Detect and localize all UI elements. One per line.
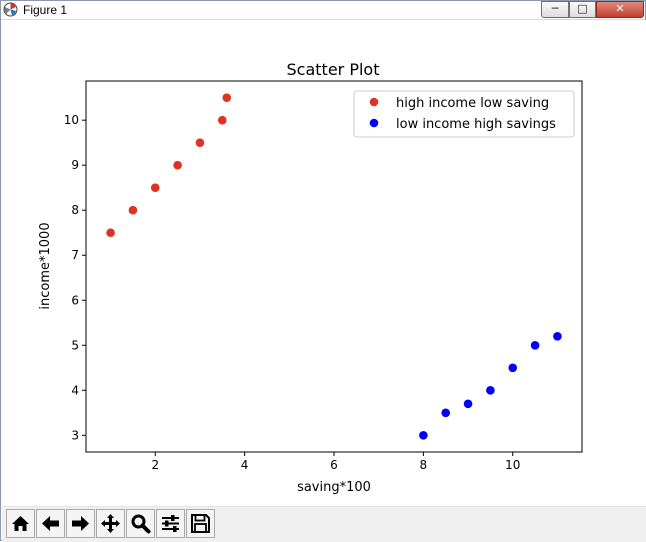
y-tick-label: 5 xyxy=(71,338,79,352)
legend: high income low saving low income high sa… xyxy=(353,90,575,138)
data-point xyxy=(463,399,473,409)
chart-title: Scatter Plot xyxy=(287,60,380,79)
data-point xyxy=(128,205,138,215)
data-point xyxy=(419,431,428,440)
move-icon xyxy=(101,514,120,533)
y-tick-label: 3 xyxy=(71,428,79,442)
data-point xyxy=(553,331,562,341)
magnifier-icon xyxy=(131,514,151,534)
legend-box xyxy=(353,90,575,138)
maximize-button[interactable]: □ xyxy=(569,1,596,18)
y-tick-label: 8 xyxy=(71,203,79,217)
x-tick-label: 8 xyxy=(420,458,428,472)
data-point xyxy=(486,386,495,395)
window-title: Figure 1 xyxy=(23,3,68,17)
data-point xyxy=(530,340,540,350)
arrow-right-icon xyxy=(72,516,89,531)
navigation-toolbar xyxy=(2,506,646,542)
y-tick-label: 4 xyxy=(71,383,79,397)
y-axis: 3 4 5 6 7 8 9 10 xyxy=(64,113,86,442)
y-tick-label: 9 xyxy=(71,158,79,172)
x-tick-label: 4 xyxy=(241,458,249,472)
data-point xyxy=(173,160,182,170)
configure-subplots-button[interactable] xyxy=(156,509,185,538)
legend-marker xyxy=(369,97,379,107)
y-tick-label: 6 xyxy=(71,293,79,307)
title-bar[interactable]: Figure 1 ─ □ ✕ xyxy=(1,1,645,20)
matplotlib-icon xyxy=(3,2,18,17)
home-button[interactable] xyxy=(6,509,35,538)
close-button[interactable]: ✕ xyxy=(596,1,644,18)
data-point xyxy=(150,183,160,193)
data-point xyxy=(222,93,232,102)
arrow-left-icon xyxy=(42,516,59,531)
scatter-chart: Scatter Plot 2 4 6 8 10 3 4 5 6 7 8 9 10 saving*100… xyxy=(38,60,583,495)
pan-button[interactable] xyxy=(96,509,125,538)
data-point xyxy=(106,228,115,238)
x-tick-label: 10 xyxy=(505,458,520,472)
plot-area xyxy=(85,80,583,453)
y-tick-label: 10 xyxy=(64,113,79,127)
legend-label: high income low saving xyxy=(396,96,549,111)
y-tick-label: 7 xyxy=(71,248,79,262)
data-point xyxy=(441,408,451,418)
minimize-button[interactable]: ─ xyxy=(541,1,569,18)
legend-label: low income high savings xyxy=(396,117,556,132)
forward-button[interactable] xyxy=(66,509,95,538)
legend-marker xyxy=(369,118,379,128)
floppy-disk-icon xyxy=(191,514,210,533)
data-point xyxy=(508,363,518,373)
y-axis-label: income*1000 xyxy=(38,222,53,309)
x-axis-label: saving*100 xyxy=(297,480,371,495)
data-points xyxy=(106,93,562,440)
x-tick-label: 2 xyxy=(151,458,159,472)
home-icon xyxy=(12,516,29,531)
sliders-icon xyxy=(162,515,179,532)
data-point xyxy=(217,115,227,125)
figure-canvas[interactable]: Scatter Plot 2 4 6 8 10 3 4 5 6 7 8 9 10 saving*100… xyxy=(2,20,646,506)
x-axis: 2 4 6 8 10 xyxy=(151,452,520,472)
data-point xyxy=(195,138,205,147)
x-tick-label: 6 xyxy=(330,458,338,472)
back-button[interactable] xyxy=(36,509,65,538)
zoom-button[interactable] xyxy=(126,509,155,538)
save-button[interactable] xyxy=(186,509,215,538)
